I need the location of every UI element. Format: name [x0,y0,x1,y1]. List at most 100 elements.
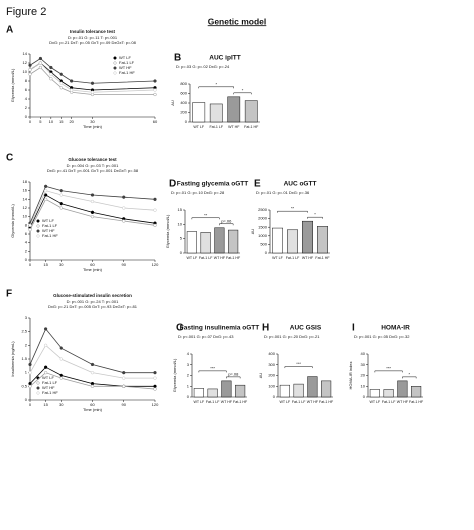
x-tick-label: 30 [59,402,64,407]
legend-label: WT HF [119,65,132,70]
y-tick-label: 2 [25,105,28,110]
x-tick-label: WT HF [307,400,319,404]
y-tick-label: 600 [180,91,187,96]
y-tick-label: 10 [178,221,183,226]
panel-letter: H [262,323,269,334]
data-point [153,371,157,375]
significance-label: *** [210,365,215,370]
y-tick-label: 4 [25,240,28,245]
significance-label: p=.08 [228,371,239,376]
significance-bracket [226,376,241,379]
y-tick-label: 2.5 [21,329,27,334]
x-axis-label: Time (min) [83,124,103,129]
data-point [59,206,63,210]
legend-label: WT HF [42,228,55,233]
y-axis-label: AU [170,100,175,106]
data-point [59,81,63,85]
legend-marker [36,224,40,228]
y-tick-label: 8 [25,222,28,227]
panel-letter: F [6,289,12,300]
legend-marker [36,386,40,390]
bar [411,386,422,398]
y-tick-label: 0 [25,257,28,262]
significance-label: ** [291,206,295,211]
bar [227,96,241,123]
significance-bracket [198,86,234,89]
y-tick-label: 0 [25,397,28,402]
data-point [59,346,63,350]
stats-line: D: p=.01 G: p=.11 T: p<.001 [68,35,118,40]
legend-marker [36,229,40,233]
legend-marker [113,66,117,70]
stats-line: D: p<.001 G: p=.20 DxG: p=.21 [264,334,320,339]
bar [383,389,394,398]
data-point [38,61,43,65]
y-tick-label: 10 [23,69,28,74]
x-tick-label: Fat-1 LF [199,256,213,260]
x-tick-label: Fat-1 HF [226,256,241,260]
data-point [59,72,63,76]
y-tick-label: 100 [268,383,275,388]
significance-bracket [284,366,313,369]
y-tick-label: 200 [268,373,275,378]
data-point [38,65,43,70]
x-tick-label: WT LF [370,400,382,404]
data-point [38,56,43,61]
legend-label: Fat-1 HF [42,390,58,395]
bar [287,229,298,254]
y-tick-label: 4 [187,351,190,356]
data-point [59,189,63,193]
y-tick-label: 12 [23,205,28,210]
significance-bracket [233,92,252,95]
chart-title: AUC ipITT [209,55,240,62]
y-tick-label: 300 [268,362,275,367]
y-tick-label: 40 [361,351,366,356]
data-point [90,215,95,219]
x-tick-label: WT LF [194,400,206,404]
data-point [90,81,95,85]
stats-line: D: p<.001 G: p=.05 DxG: p=.32 [354,334,410,339]
series-line [29,62,156,93]
stats-line: DxG: p=.21 DxT: p=.05 GxT: p=.09 DxGxT: … [49,40,136,45]
panel-letter: A [6,25,13,36]
chart-title: Glucose-stimulated insulin secretion [53,293,132,298]
legend-label: Fat-1 HF [119,70,135,75]
x-axis-label: Time (min) [83,407,103,412]
legend-label: Fat-1 LF [42,380,58,385]
data-point [43,371,48,375]
series-line [29,58,156,84]
data-point [28,384,32,388]
data-point [28,223,32,227]
bar [193,388,204,398]
x-tick-label: 20 [69,119,74,124]
y-tick-label: 1 [187,383,190,388]
y-tick-label: 14 [23,196,28,201]
bar [279,384,290,398]
y-tick-label: 1500 [258,224,268,229]
x-tick-label: Fat-1 HF [233,400,248,404]
significance-bracket [191,217,220,220]
data-point [43,197,48,201]
x-tick-label: Fat-1 LF [382,400,396,404]
x-tick-label: 15 [59,119,64,124]
x-tick-label: 90 [122,262,127,267]
data-point [122,384,126,388]
legend-label: WT LF [42,375,54,380]
bar [321,380,332,398]
y-tick-label: 15 [178,207,183,212]
legend-marker [36,234,40,238]
data-point [28,381,32,386]
bar [397,380,408,398]
data-point [28,72,32,76]
x-tick-label: 60 [153,119,158,124]
series-line [29,372,156,390]
y-tick-label: 500 [260,241,267,246]
y-tick-label: 2500 [258,207,268,212]
y-tick-label: 400 [268,351,275,356]
y-tick-label: 12 [23,60,28,65]
panel-letter: B [174,53,181,64]
y-tick-label: 8 [25,78,28,83]
panel-letter: D [169,179,176,190]
chart-title: Fasting glycemia oGTT [177,181,249,188]
